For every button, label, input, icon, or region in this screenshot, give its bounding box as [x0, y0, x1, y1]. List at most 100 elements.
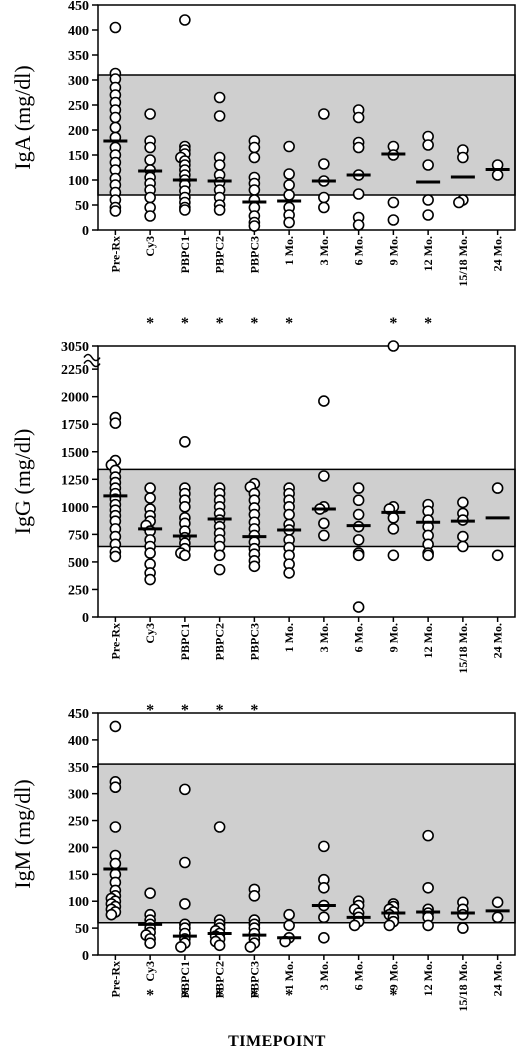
igg-data-point	[144, 482, 156, 494]
igm-data-point	[491, 911, 504, 924]
iga-data-point	[318, 158, 330, 170]
igg-category-label: PBPC1	[178, 623, 192, 660]
igm-data-point	[422, 829, 434, 842]
igm-category-label: 12 Mo.	[421, 961, 435, 996]
igm-category-label: 15/18 Mo.	[456, 961, 470, 1012]
igg-data-point	[387, 549, 400, 562]
igm-significance-star: *	[250, 987, 258, 1004]
iga-data-point	[248, 184, 261, 196]
axis-break-icon	[83, 359, 101, 368]
igg-normal-range-band	[97, 468, 516, 548]
iga-data-point	[144, 210, 156, 222]
igm-data-point	[283, 908, 295, 921]
iga-data-point	[179, 14, 191, 26]
igg-data-point	[109, 550, 122, 563]
iga-data-point	[248, 151, 261, 164]
igg-category-label: 3 Mo.	[317, 623, 331, 652]
igm-data-point	[109, 821, 122, 833]
igg-data-point	[387, 340, 400, 352]
iga-category-label: 3 Mo.	[317, 236, 331, 265]
igm-data-point	[179, 856, 191, 869]
igm-category-label: Cy3	[143, 961, 157, 982]
x-axis-title: TIMEPOINT	[228, 1033, 326, 1050]
iga-ytick-label: 0	[82, 224, 89, 239]
igg-data-point	[179, 549, 191, 562]
igm-data-point	[109, 720, 122, 733]
iga-data-point	[283, 216, 295, 229]
igm-ytick-label: 0	[82, 949, 89, 964]
igm-data-point	[348, 919, 361, 932]
iga-category-label: Pre-Rx	[108, 236, 122, 272]
iga-data-point	[453, 196, 465, 209]
igg-data-point	[422, 549, 434, 562]
iga-significance-star: *	[181, 315, 189, 332]
igg-data-point	[144, 492, 156, 504]
iga-ytick-label: 350	[68, 49, 89, 64]
igm-significance-star: *	[285, 987, 293, 1004]
igg-ytick-label: 750	[68, 528, 89, 543]
igm-category-label: PBPC3	[247, 961, 261, 998]
igm-data-point	[491, 896, 504, 909]
igg-data-point	[283, 508, 295, 521]
igm-data-point	[109, 857, 122, 870]
igg-category-label: PBPC2	[213, 623, 227, 660]
iga-ytick-label: 200	[68, 124, 89, 139]
iga-data-point	[352, 111, 365, 124]
igm-category-label: 6 Mo.	[352, 961, 366, 990]
igg-data-point	[457, 496, 469, 509]
igg-category-label: 1 Mo.	[282, 623, 296, 652]
igg-category-label: 12 Mo.	[421, 623, 435, 658]
igm-panel: 0 50 100 150 200 250 300 350 400 450 IgM (mg/dl) Pr…	[10, 707, 516, 1012]
igm-ytick-label: 350	[68, 761, 89, 776]
iga-normal-range-band	[97, 74, 516, 196]
igg-significance-star: *	[216, 702, 224, 719]
iga-data-point	[318, 108, 330, 120]
igm-data-point	[422, 919, 434, 932]
igg-data-point	[109, 417, 122, 429]
iga-category-label: 1 Mo.	[282, 236, 296, 265]
iga-ytick-label: 100	[68, 174, 89, 189]
igm-significance-star: *	[216, 987, 224, 1004]
igm-significance-star: *	[389, 987, 397, 1004]
iga-data-point	[422, 209, 434, 221]
igm-category-label: PBPC1	[178, 961, 192, 998]
iga-data-point	[457, 151, 469, 164]
igm-data-point	[105, 908, 118, 921]
iga-data-point	[491, 169, 504, 181]
igm-data-point	[422, 881, 434, 894]
igm-category-label: PBPC2	[213, 961, 227, 998]
iga-data-point	[422, 159, 434, 171]
iga-category-label: PBPC1	[178, 236, 192, 273]
igm-ytick-label: 450	[68, 707, 89, 722]
iga-ytick-label: 250	[68, 99, 89, 114]
iga-data-point	[352, 188, 365, 200]
iga-ytick-label: 450	[68, 0, 89, 14]
igg-data-point	[144, 573, 156, 586]
igm-data-point	[109, 781, 122, 794]
igm-plot-frame	[97, 712, 516, 956]
iga-category-label: 15/18 Mo.	[456, 236, 470, 287]
igg-data-point	[213, 549, 226, 562]
igg-ytick-label: 250	[68, 583, 89, 598]
igm-data-point	[244, 941, 257, 953]
iga-data-point	[422, 194, 434, 206]
igm-data-point	[248, 890, 261, 902]
igg-data-point	[318, 517, 330, 530]
iga-data-point	[109, 111, 122, 124]
iga-data-point	[387, 196, 400, 209]
igm-ytick-label: 50	[75, 922, 89, 937]
igg-data-point	[179, 501, 191, 513]
igm-ytick-label: 250	[68, 815, 89, 830]
igg-category-label: 6 Mo.	[352, 623, 366, 652]
iga-data-point	[109, 205, 122, 217]
igm-data-point	[383, 919, 396, 932]
igm-data-point	[179, 783, 191, 796]
igg-data-point	[352, 601, 365, 613]
iga-data-point	[213, 110, 226, 122]
igm-data-point	[318, 931, 330, 944]
igg-data-point	[318, 529, 330, 542]
igg-panel: 0 250 500 750 1000 1250 1500 1750 2000 2250 3050 Ig…	[10, 340, 516, 719]
igm-y-axis-label: IgM (mg/dl)	[10, 779, 35, 888]
iga-category-label: PBPC2	[213, 236, 227, 273]
iga-category-label: Cy3	[143, 236, 157, 257]
